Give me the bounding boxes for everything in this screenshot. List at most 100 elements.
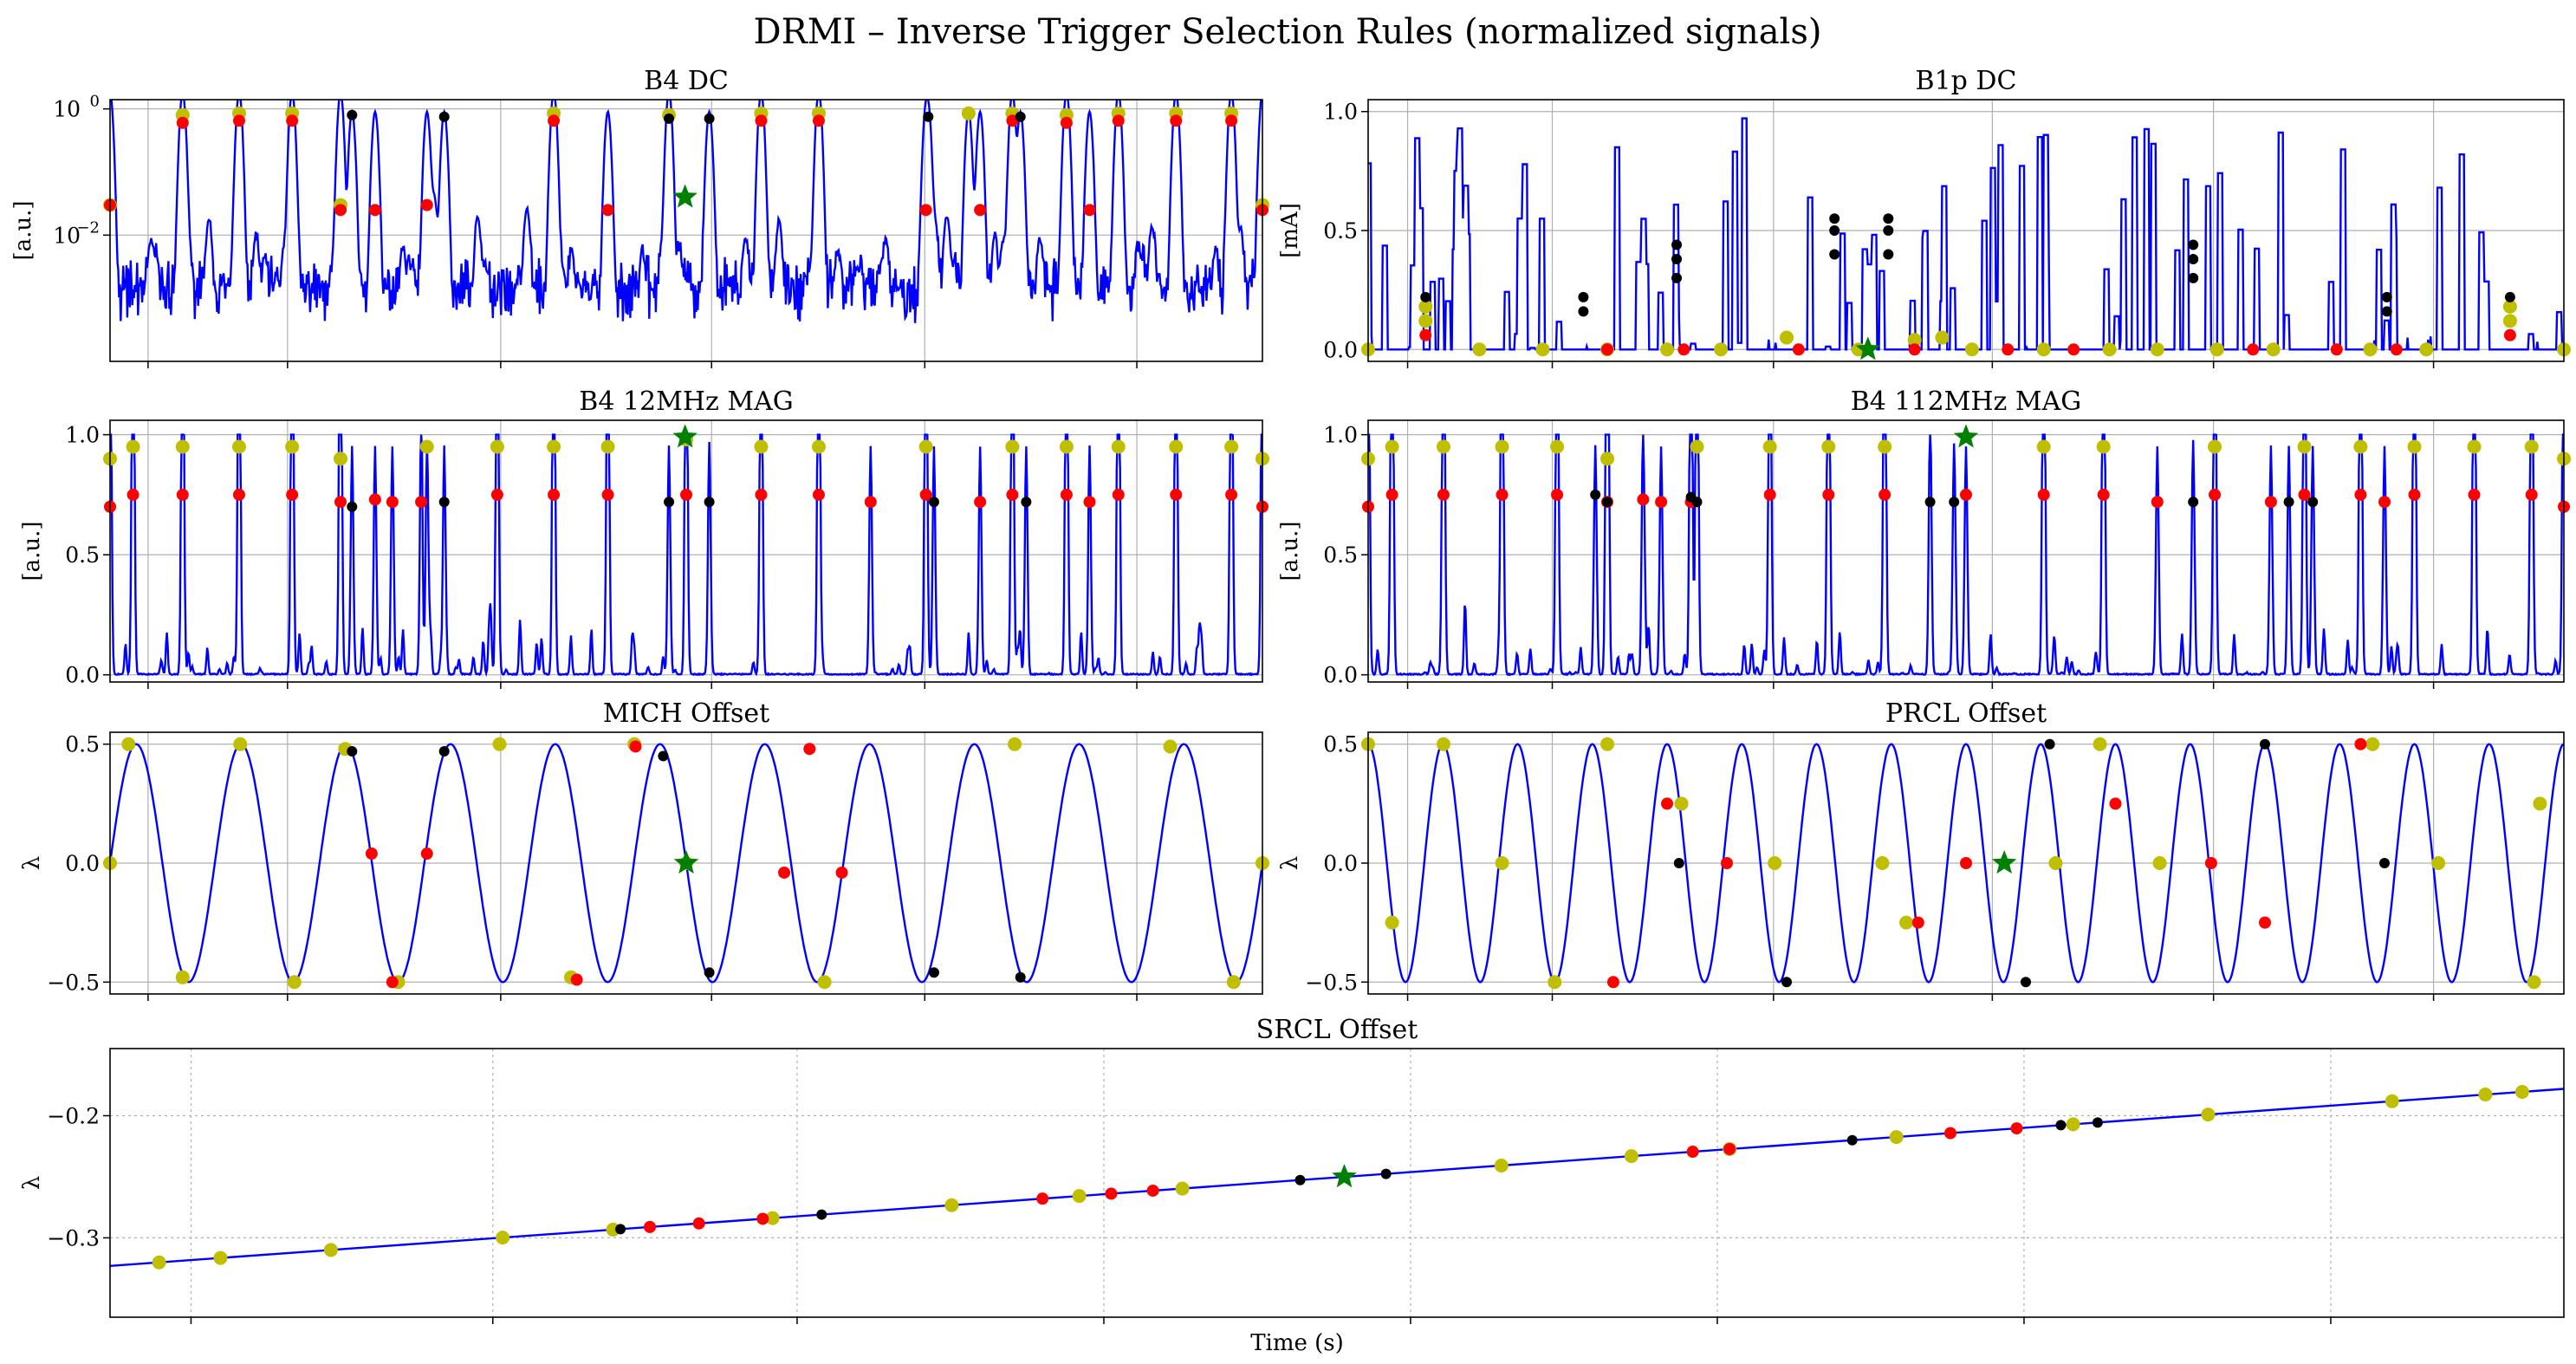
marker-star-0 — [673, 850, 699, 874]
marker-red-7 — [386, 496, 399, 509]
marker-black-6 — [2188, 497, 2199, 508]
marker-yellow-16 — [2209, 342, 2224, 357]
marker-red-22 — [1170, 488, 1183, 501]
marker-red-4 — [629, 740, 642, 753]
y-tick-label-2: 0.5 — [1323, 732, 1358, 757]
marker-red-9 — [490, 488, 503, 501]
marker-red-7 — [548, 114, 561, 127]
panel-title: PRCL Offset — [1885, 698, 2047, 729]
series-line-signal — [110, 1088, 2564, 1267]
marker-red-8 — [415, 496, 428, 509]
marker-yellow-12 — [1008, 737, 1022, 751]
marker-red-20 — [1083, 496, 1096, 509]
axes-frame — [1367, 99, 2565, 362]
axes-frame — [109, 419, 1263, 683]
marker-red-5 — [778, 866, 791, 879]
marker-yellow-1 — [213, 1250, 228, 1265]
marker-black-4 — [928, 967, 939, 978]
panel-title: B4 112MHz MAG — [1851, 386, 2082, 417]
marker-red-2 — [232, 114, 245, 127]
marker-black-4 — [1924, 497, 1936, 508]
marker-black-0 — [1420, 291, 1431, 302]
marker-red-16 — [919, 488, 932, 501]
marker-red-5 — [368, 204, 381, 217]
figure-title: DRMI – Inverse Trigger Selection Rules (… — [754, 12, 1822, 52]
y-tick-label-1: 0.0 — [1323, 851, 1358, 876]
marker-black-0 — [1590, 489, 1601, 500]
markers — [103, 737, 1269, 990]
marker-black-6 — [1829, 249, 1840, 260]
y-tick-label-0: 0.0 — [1323, 663, 1358, 688]
marker-yellow-13 — [2365, 737, 2380, 751]
y-tick-label-0: 0.0 — [65, 663, 100, 688]
marker-yellow-14 — [1226, 975, 1241, 990]
marker-red-6 — [2067, 343, 2080, 356]
marker-yellow-7 — [1714, 342, 1729, 357]
series-line-signal — [110, 100, 1262, 323]
marker-red-4 — [334, 204, 347, 217]
panel-b1pdc: 0.0 0.5 1.0 B1p DC [mA] — [1277, 66, 2571, 368]
marker-yellow-13 — [918, 439, 933, 454]
marker-black-5 — [2379, 858, 2390, 868]
marker-yellow-0 — [152, 1255, 166, 1270]
marker-red-17 — [2264, 496, 2277, 509]
marker-red-3 — [1792, 343, 1805, 356]
marker-yellow-3 — [496, 1231, 510, 1245]
marker-red-5 — [2109, 797, 2122, 810]
marker-red-3 — [1911, 916, 1924, 929]
marker-red-9 — [755, 114, 768, 127]
marker-red-2 — [1721, 857, 1733, 869]
y-tick-label-2: 1.0 — [1323, 423, 1358, 448]
marker-yellow-2 — [1436, 439, 1450, 454]
panel-b4dc: 10−210 0B4 DC[a.u.] — [10, 66, 1269, 368]
y-tick-exponent-0: −2 — [76, 218, 100, 237]
marker-yellow-3 — [1495, 439, 1509, 454]
marker-black-9 — [1883, 249, 1894, 260]
marker-yellow-8 — [1821, 439, 1836, 454]
marker-black-5 — [1671, 239, 1683, 250]
marker-black-6 — [2092, 1117, 2103, 1128]
marker-yellow-14 — [1005, 439, 1020, 454]
marker-black-1 — [438, 745, 450, 757]
marker-yellow-13 — [2297, 439, 2312, 454]
marker-black-10 — [1883, 225, 1894, 236]
y-tick-label-0: −0.3 — [47, 1225, 100, 1250]
marker-yellow-6 — [1660, 342, 1674, 357]
marker-red-1 — [127, 488, 140, 501]
marker-yellow-11 — [817, 975, 832, 990]
marker-yellow-4 — [1550, 439, 1565, 454]
y-tick-label-1: −0.2 — [47, 1104, 100, 1129]
marker-red-3 — [286, 114, 299, 127]
marker-yellow-7 — [490, 439, 504, 454]
marker-yellow-18 — [2363, 342, 2378, 357]
marker-red-21 — [1112, 488, 1125, 501]
panel-title: MICH Offset — [603, 698, 769, 729]
marker-yellow-3 — [233, 737, 248, 751]
marker-red-6 — [803, 743, 816, 756]
marker-red-14 — [1060, 116, 1073, 129]
y-tick-label-0: −0.5 — [1305, 970, 1358, 995]
marker-yellow-9 — [961, 106, 976, 120]
marker-red-15 — [1083, 204, 1096, 217]
panel-mich: −0.5 0.0 0.5 MICH Offset λ — [19, 698, 1269, 1001]
panel-title: B4 12MHz MAG — [579, 386, 793, 417]
marker-yellow-5 — [1600, 737, 1614, 751]
marker-yellow-14 — [2353, 439, 2368, 454]
panel-b4mag12: 0.0 0.5 1.0 B4 12MHz MAG [a.u.] — [19, 386, 1269, 689]
marker-black-4 — [1846, 1134, 1858, 1146]
marker-black-1 — [1602, 497, 1612, 508]
marker-red-1 — [1601, 343, 1613, 356]
marker-yellow-6 — [944, 1198, 959, 1212]
marker-red-9 — [2010, 1122, 2023, 1135]
marker-black-0 — [347, 109, 358, 120]
marker-yellow-1 — [121, 737, 136, 751]
marker-red-5 — [1146, 1184, 1159, 1197]
marker-yellow-5 — [334, 451, 347, 466]
y-tick-exponent-1: 0 — [90, 93, 100, 111]
y-axis-label: [a.u.] — [1277, 521, 1303, 581]
marker-yellow-6 — [1674, 796, 1689, 811]
marker-red-1 — [692, 1217, 705, 1230]
marker-red-3 — [1496, 488, 1509, 501]
marker-red-6 — [368, 493, 381, 506]
marker-red-16 — [1112, 114, 1125, 127]
